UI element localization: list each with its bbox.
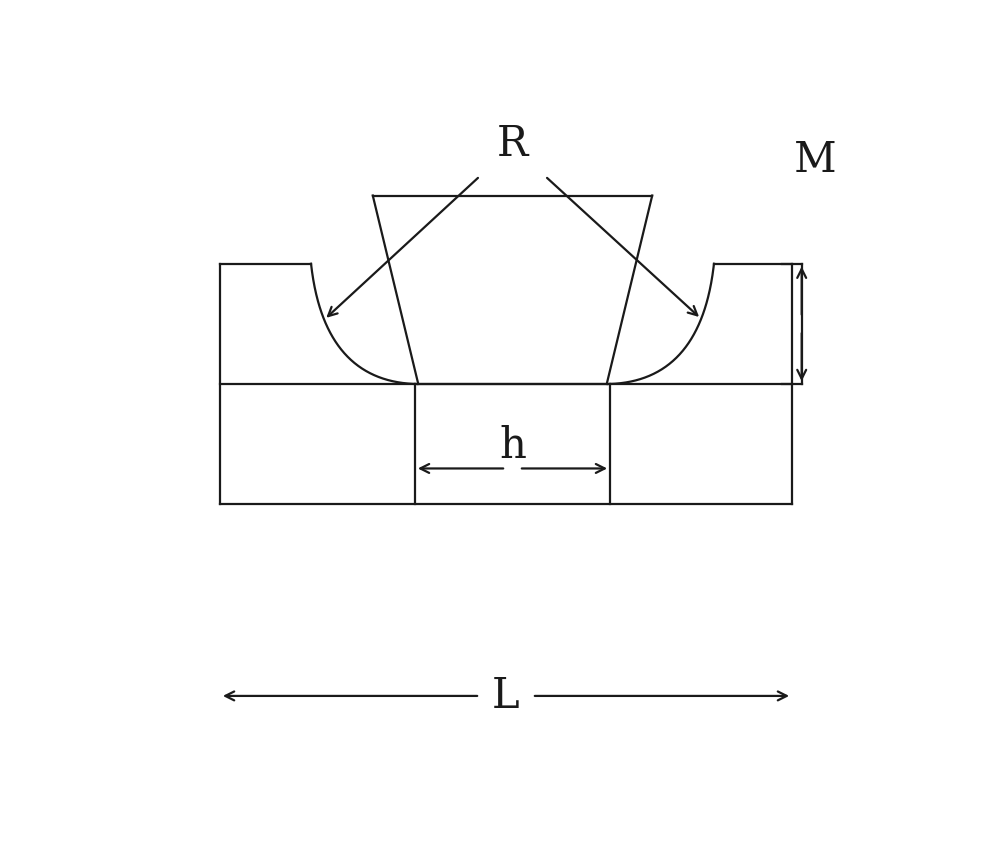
Text: M: M	[793, 138, 836, 181]
Text: L: L	[492, 675, 520, 717]
Text: h: h	[499, 425, 526, 467]
Text: R: R	[497, 122, 528, 165]
